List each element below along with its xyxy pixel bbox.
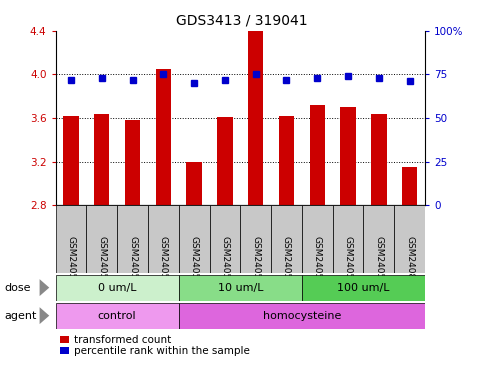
- Text: agent: agent: [5, 311, 37, 321]
- Bar: [310, 105, 325, 205]
- Text: GSM240530: GSM240530: [220, 236, 229, 290]
- Text: 10 um/L: 10 um/L: [217, 283, 263, 293]
- Text: GSM240525: GSM240525: [67, 236, 75, 290]
- Text: control: control: [98, 311, 136, 321]
- Text: GDS3413 / 319041: GDS3413 / 319041: [176, 13, 307, 27]
- Bar: [394, 205, 425, 273]
- Bar: [60, 336, 69, 343]
- Text: GSM240535: GSM240535: [374, 236, 384, 290]
- Bar: [210, 205, 240, 273]
- Bar: [402, 167, 417, 205]
- Bar: [179, 205, 210, 273]
- Bar: [94, 114, 110, 205]
- Text: GSM240528: GSM240528: [159, 236, 168, 290]
- Bar: [179, 275, 302, 301]
- Text: 100 um/L: 100 um/L: [337, 283, 390, 293]
- Text: transformed count: transformed count: [74, 335, 171, 345]
- Bar: [333, 205, 364, 273]
- Bar: [56, 205, 86, 273]
- Bar: [148, 205, 179, 273]
- Text: GSM240533: GSM240533: [313, 236, 322, 290]
- Bar: [217, 117, 233, 205]
- Bar: [364, 205, 394, 273]
- Bar: [125, 120, 140, 205]
- Bar: [56, 303, 179, 329]
- Bar: [63, 116, 79, 205]
- Text: homocysteine: homocysteine: [263, 311, 341, 321]
- Bar: [240, 205, 271, 273]
- Text: GSM240848: GSM240848: [405, 236, 414, 290]
- Bar: [341, 107, 356, 205]
- Bar: [179, 303, 425, 329]
- Bar: [371, 114, 386, 205]
- Bar: [302, 275, 425, 301]
- Text: percentile rank within the sample: percentile rank within the sample: [74, 346, 250, 356]
- Bar: [271, 205, 302, 273]
- Bar: [279, 116, 294, 205]
- Text: 0 um/L: 0 um/L: [98, 283, 136, 293]
- Text: GSM240531: GSM240531: [251, 236, 260, 290]
- Bar: [56, 275, 179, 301]
- Text: GSM240526: GSM240526: [97, 236, 106, 290]
- Bar: [156, 69, 171, 205]
- Text: dose: dose: [5, 283, 31, 293]
- Bar: [248, 31, 263, 205]
- Bar: [302, 205, 333, 273]
- Text: GSM240532: GSM240532: [282, 236, 291, 290]
- Text: GSM240534: GSM240534: [343, 236, 353, 290]
- Text: GSM240529: GSM240529: [190, 236, 199, 290]
- Text: GSM240527: GSM240527: [128, 236, 137, 290]
- Bar: [117, 205, 148, 273]
- Bar: [86, 205, 117, 273]
- Bar: [60, 347, 69, 354]
- Bar: [186, 162, 202, 205]
